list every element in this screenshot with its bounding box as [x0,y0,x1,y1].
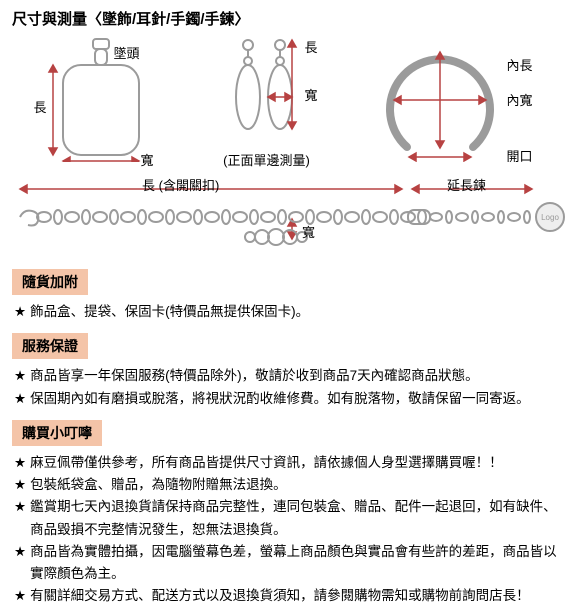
earring-caption: (正面單邊測量) [212,150,322,169]
section-tips-items: ★麻豆佩帶僅供參考，所有商品皆提供尺寸資訊，請依據個人身型選擇購買喔！！★包裝紙… [12,452,571,608]
earring-length-label: 長 [304,37,317,56]
star-icon: ★ [14,388,26,410]
bullet-row: ★鑑賞期七天內退換貨請保持商品完整性，連同包裝盒、贈品、配件一起退回，如有缺件、… [14,496,569,541]
earring-width-label: 寬 [304,85,317,104]
bullet-text: 保固期內如有磨損或脫落，將視狀況酌收維修費。如有脫落物，敬請保留一同寄返。 [30,388,569,410]
bracelet-opening-label: 開口 [506,146,532,165]
chain-diagram: Logo 長 (含開關扣) 延長鍊 寬 [12,179,571,259]
section-warranty-title: 服務保證 [12,333,88,359]
star-icon: ★ [14,496,26,541]
section-tips-bar: 購買小叮嚀 [12,420,571,446]
bullet-row: ★商品皆享一年保固服務(特價品除外)，敬請於收到商品7天內確認商品狀態。 [14,365,569,387]
section-included-title: 隨貨加附 [12,269,88,295]
bracelet-diagram: 內長 內寬 開口 [375,37,545,167]
section-warranty-bar: 服務保證 [12,333,571,359]
bullet-text: 商品皆享一年保固服務(特價品除外)，敬請於收到商品7天內確認商品狀態。 [30,365,569,387]
star-icon: ★ [14,585,26,607]
bullet-row: ★麻豆佩帶僅供參考，所有商品皆提供尺寸資訊，請依據個人身型選擇購買喔！！ [14,452,569,474]
bullet-text: 包裝紙袋盒、贈品，為隨物附贈無法退換。 [30,474,569,496]
chain-extension-label: 延長鍊 [447,175,486,194]
section-tips-title: 購買小叮嚀 [12,420,102,446]
star-icon: ★ [14,541,26,586]
bullet-row: ★商品皆為實體拍攝，因電腦螢幕色差，螢幕上商品顏色與實品會有些許的差距，商品皆以… [14,541,569,586]
bullet-text: 有關詳細交易方式、配送方式以及退換貨須知，請參閱購物需知或購物前詢問店長！ [30,585,569,607]
bullet-row: ★飾品盒、提袋、保固卡(特價品無提供保固卡)。 [14,301,569,323]
star-icon: ★ [14,301,26,323]
bullet-row: ★包裝紙袋盒、贈品，為隨物附贈無法退換。 [14,474,569,496]
star-icon: ★ [14,474,26,496]
section-warranty-items: ★商品皆享一年保固服務(特價品除外)，敬請於收到商品7天內確認商品狀態。★保固期… [12,365,571,410]
bullet-text: 麻豆佩帶僅供參考，所有商品皆提供尺寸資訊，請依據個人身型選擇購買喔！！ [30,452,569,474]
star-icon: ★ [14,452,26,474]
earring-diagram: 長 寬 (正面單邊測量) [212,35,322,169]
bracelet-inner-width-label: 內寬 [506,90,532,109]
bullet-text: 鑑賞期七天內退換貨請保持商品完整性，連同包裝盒、贈品、配件一起退回，如有缺件、商… [30,496,569,541]
pendant-width-label: 寬 [141,150,154,169]
page-title: 尺寸與測量〈墜飾/耳針/手鐲/手鍊〉 [12,8,571,29]
bullet-text: 商品皆為實體拍攝，因電腦螢幕色差，螢幕上商品顏色與實品會有些許的差距，商品皆以實… [30,541,569,586]
pendant-bail-label: 墜頭 [114,43,140,62]
bullet-row: ★保固期內如有磨損或脫落，將視狀況酌收維修費。如有脫落物，敬請保留一同寄返。 [14,388,569,410]
pendant-length-label: 長 [34,97,47,116]
pendant-diagram: 墜頭 長 寬 [39,37,159,167]
section-included-bar: 隨貨加附 [12,269,571,295]
bullet-row: ★有關詳細交易方式、配送方式以及退換貨須知，請參閱購物需知或購物前詢問店長！ [14,585,569,607]
bracelet-inner-length-label: 內長 [506,55,532,74]
star-icon: ★ [14,365,26,387]
chain-length-label: 長 (含開關扣) [142,175,219,194]
bullet-text: 飾品盒、提袋、保固卡(特價品無提供保固卡)。 [30,301,569,323]
section-included-items: ★飾品盒、提袋、保固卡(特價品無提供保固卡)。 [12,301,571,323]
diagrams-row: 墜頭 長 寬 長 寬 [12,35,571,169]
chain-width-label: 寬 [302,222,315,241]
chain-logo-text: Logo [541,213,559,222]
